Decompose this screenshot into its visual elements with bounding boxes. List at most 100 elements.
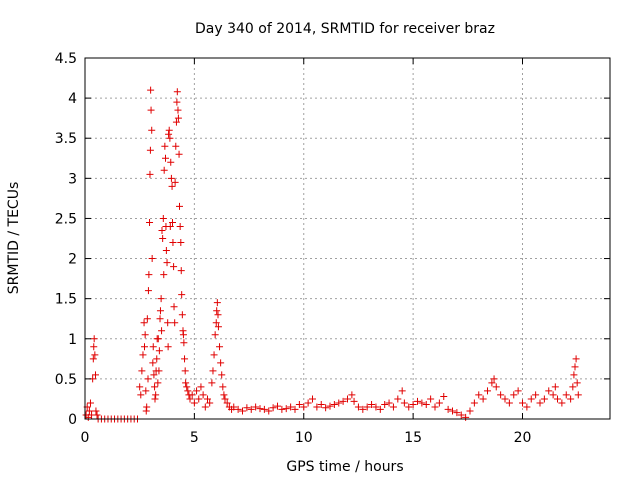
data-point — [178, 311, 186, 319]
data-point — [221, 395, 229, 403]
data-point — [574, 391, 582, 399]
data-point — [214, 311, 222, 319]
data-point — [287, 403, 295, 411]
data-point — [462, 413, 470, 421]
chart-title: Day 340 of 2014, SRMTID for receiver bra… — [195, 21, 495, 37]
data-point — [143, 315, 151, 323]
data-point — [152, 391, 160, 399]
data-point — [172, 142, 180, 150]
data-point — [492, 383, 500, 391]
data-point — [170, 263, 178, 271]
data-point — [335, 399, 343, 407]
data-point — [180, 339, 188, 347]
data-point — [573, 379, 581, 387]
y-tick-label: 3 — [68, 171, 77, 187]
data-point — [213, 299, 221, 307]
data-point — [304, 399, 312, 407]
data-point — [159, 235, 167, 242]
y-tick-label: 1 — [68, 332, 77, 348]
data-point — [186, 395, 194, 403]
data-point — [167, 158, 175, 166]
data-point — [554, 395, 561, 403]
data-point — [167, 174, 175, 182]
data-point — [168, 182, 176, 190]
data-point — [247, 405, 255, 413]
data-point — [138, 367, 146, 375]
plot-frame — [84, 57, 611, 420]
axis-ticks: 0 0.5 1 1.5 2 2.5 3 3.5 4 4.5 0 5 10 15 20 — [55, 51, 610, 446]
data-point — [405, 403, 413, 411]
data-point — [501, 395, 509, 403]
grid-lines — [85, 58, 610, 419]
data-point — [488, 379, 496, 387]
data-point — [300, 403, 308, 411]
data-point — [93, 411, 101, 419]
data-point — [181, 367, 189, 375]
data-point — [252, 403, 260, 411]
data-point — [162, 154, 169, 162]
data-point — [156, 315, 164, 323]
data-point — [172, 118, 180, 126]
data-point — [466, 407, 474, 415]
data-point — [165, 130, 173, 138]
y-tick-label: 4 — [68, 91, 77, 107]
data-point — [514, 387, 522, 395]
data-point — [211, 331, 219, 339]
data-point — [558, 399, 566, 407]
data-point — [322, 404, 330, 412]
data-point — [146, 146, 154, 154]
data-point — [372, 403, 380, 411]
data-point — [149, 343, 157, 351]
data-point — [171, 178, 179, 186]
data-point — [571, 363, 579, 371]
data-point — [208, 379, 216, 387]
data-point — [86, 399, 94, 407]
data-point — [154, 335, 162, 343]
data-point — [214, 323, 222, 331]
data-point — [239, 407, 246, 415]
data-point — [209, 367, 217, 375]
data-point — [169, 239, 177, 247]
data-point — [204, 395, 211, 403]
data-point — [427, 395, 435, 403]
data-point — [449, 407, 456, 415]
data-point — [435, 399, 443, 407]
data-point — [213, 307, 221, 315]
data-point — [147, 106, 155, 114]
data-point — [540, 395, 548, 403]
data-point — [158, 226, 166, 234]
data-point — [141, 331, 149, 339]
data-point — [142, 387, 150, 395]
data-point — [178, 291, 186, 299]
data-point — [170, 303, 178, 311]
data-point — [161, 142, 169, 150]
data-point — [220, 391, 228, 399]
data-point — [479, 395, 487, 403]
data-point — [166, 222, 174, 230]
data-point — [136, 383, 144, 391]
data-point — [85, 407, 93, 415]
x-tick-label: 10 — [295, 430, 313, 446]
data-point — [199, 391, 207, 399]
data-point — [160, 166, 168, 174]
data-point — [431, 403, 439, 411]
x-axis-label: GPS time / hours — [286, 459, 403, 475]
data-point — [217, 359, 225, 367]
data-point — [484, 387, 491, 395]
data-point — [151, 383, 159, 391]
data-point — [91, 351, 99, 359]
data-point — [144, 375, 152, 383]
data-point — [164, 319, 172, 327]
y-tick-label: 2 — [68, 252, 77, 268]
data-point — [414, 397, 421, 405]
data-point — [201, 403, 209, 411]
data-point — [89, 355, 97, 363]
data-point — [223, 399, 231, 407]
data-point — [210, 351, 218, 359]
data-point — [148, 255, 156, 263]
data-point — [157, 295, 165, 303]
data-point — [570, 371, 578, 379]
data-point — [216, 343, 224, 351]
data-point — [282, 405, 290, 413]
